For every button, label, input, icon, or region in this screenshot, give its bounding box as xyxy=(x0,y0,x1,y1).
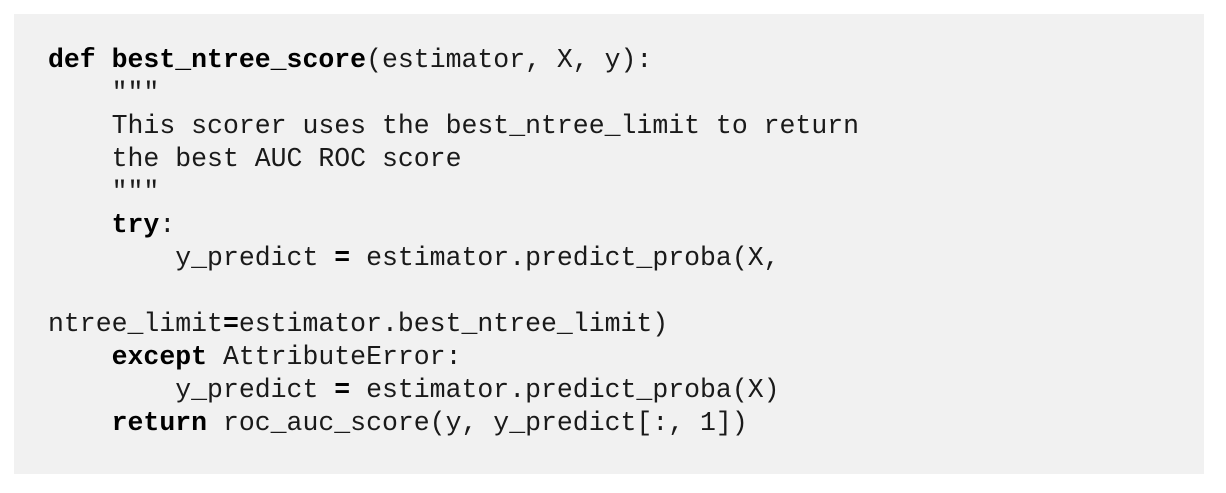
code-indent xyxy=(48,408,112,438)
assignment-lhs: y_predict xyxy=(175,243,335,273)
code-block: def best_ntree_score(estimator, X, y): "… xyxy=(14,14,1204,474)
code-indent xyxy=(48,111,112,141)
docstring-text-2: the best AUC ROC score xyxy=(111,144,462,174)
code-line-2: """ xyxy=(48,77,859,110)
exception-type: AttributeError: xyxy=(207,342,462,372)
keyword-def: def xyxy=(48,45,96,75)
code-indent xyxy=(48,210,112,240)
code-indent xyxy=(48,78,112,108)
assignment-operator: = xyxy=(334,375,351,405)
code-indent xyxy=(48,177,112,207)
try-colon: : xyxy=(159,210,176,240)
keyword-return: return xyxy=(111,408,208,438)
return-expression: roc_auc_score(y, y_predict[:, 1]) xyxy=(207,408,748,438)
code-line-8 xyxy=(48,275,859,308)
assignment-operator: = xyxy=(334,243,351,273)
code-listing: def best_ntree_score(estimator, X, y): "… xyxy=(48,44,859,440)
code-line-6: try: xyxy=(48,209,859,242)
assignment-rhs: estimator.predict_proba(X) xyxy=(350,375,780,405)
code-indent xyxy=(48,375,175,405)
code-line-4: the best AUC ROC score xyxy=(48,143,859,176)
function-signature: (estimator, X, y): xyxy=(366,45,653,75)
code-space xyxy=(96,45,112,75)
code-indent xyxy=(48,342,112,372)
kwarg-operator: = xyxy=(222,309,239,339)
code-line-9: ntree_limit=estimator.best_ntree_limit) xyxy=(48,308,859,341)
keyword-except: except xyxy=(111,342,208,372)
code-line-3: This scorer uses the best_ntree_limit to… xyxy=(48,110,859,143)
function-name: best_ntree_score xyxy=(111,45,367,75)
code-line-1: def best_ntree_score(estimator, X, y): xyxy=(48,44,859,77)
code-line-7: y_predict = estimator.predict_proba(X, xyxy=(48,242,859,275)
code-line-5: """ xyxy=(48,176,859,209)
keyword-try: try xyxy=(111,210,160,240)
docstring-open: """ xyxy=(111,78,160,108)
assignment-rhs: estimator.predict_proba(X, xyxy=(350,243,780,273)
docstring-text-1: This scorer uses the best_ntree_limit to… xyxy=(111,111,860,141)
code-indent xyxy=(48,243,175,273)
kwarg-value: estimator.best_ntree_limit) xyxy=(238,309,669,339)
docstring-close: """ xyxy=(111,177,160,207)
code-line-11: y_predict = estimator.predict_proba(X) xyxy=(48,374,859,407)
assignment-lhs: y_predict xyxy=(175,375,335,405)
kwarg-name: ntree_limit xyxy=(48,309,223,339)
code-indent xyxy=(48,144,112,174)
code-line-10: except AttributeError: xyxy=(48,341,859,374)
code-line-12: return roc_auc_score(y, y_predict[:, 1]) xyxy=(48,407,859,440)
